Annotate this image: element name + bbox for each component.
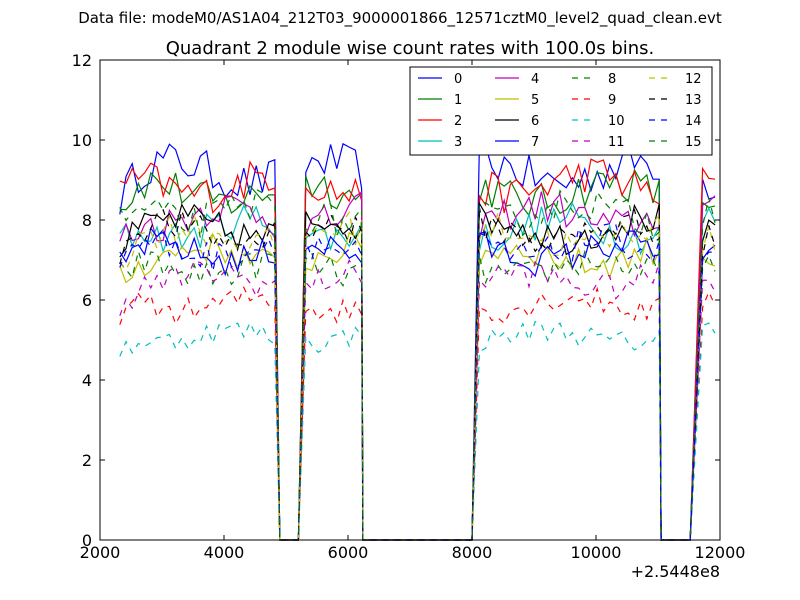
series-line-4: [119, 191, 716, 541]
legend-label-0: 0: [454, 72, 462, 87]
x-tick-label: 4000: [204, 543, 245, 562]
series-line-0: [119, 142, 716, 541]
x-tick-label: 6000: [328, 543, 369, 562]
series-line-9: [119, 285, 716, 541]
series-line-10: [119, 320, 716, 541]
x-tick-label: 12000: [695, 543, 746, 562]
series-line-11: [119, 258, 716, 541]
x-tick-label: 2000: [80, 543, 121, 562]
suptitle: Data file: modeM0/AS1A04_212T03_90000018…: [78, 9, 722, 28]
y-tick-label: 10: [72, 131, 92, 150]
series-line-1: [119, 168, 716, 541]
series-line-7: [119, 226, 716, 541]
legend-label-4: 4: [531, 72, 539, 87]
legend-label-14: 14: [685, 114, 702, 129]
y-tick-label: 8: [82, 211, 92, 230]
legend-label-8: 8: [608, 72, 616, 87]
chart-title: Quadrant 2 module wise count rates with …: [166, 38, 655, 59]
y-tick-label: 4: [82, 371, 92, 390]
legend-frame: [409, 66, 713, 156]
legend-label-12: 12: [685, 72, 702, 87]
x-tick-label: 8000: [452, 543, 493, 562]
y-tick-label: 12: [72, 51, 92, 70]
legend-label-13: 13: [685, 93, 702, 108]
legend-label-10: 10: [608, 114, 625, 129]
legend-label-9: 9: [608, 93, 616, 108]
legend-label-7: 7: [531, 135, 539, 150]
legend-label-5: 5: [531, 93, 539, 108]
legend-label-6: 6: [531, 114, 539, 129]
x-tick-label: 10000: [571, 543, 622, 562]
x-offset-label: +2.5448e8: [631, 562, 720, 581]
legend-label-2: 2: [454, 114, 462, 129]
legend-label-3: 3: [454, 135, 462, 150]
series-line-5: [119, 231, 716, 541]
y-tick-label: 2: [82, 451, 92, 470]
series-line-15: [119, 188, 716, 541]
plot-lines: [119, 142, 716, 541]
y-tick-label: 0: [82, 531, 92, 550]
y-tick-label: 6: [82, 291, 92, 310]
series-line-12: [119, 210, 716, 541]
series-line-8: [119, 248, 716, 541]
series-line-13: [119, 207, 716, 541]
legend-label-11: 11: [608, 135, 625, 150]
legend-label-1: 1: [454, 93, 462, 108]
legend-label-15: 15: [685, 135, 702, 150]
